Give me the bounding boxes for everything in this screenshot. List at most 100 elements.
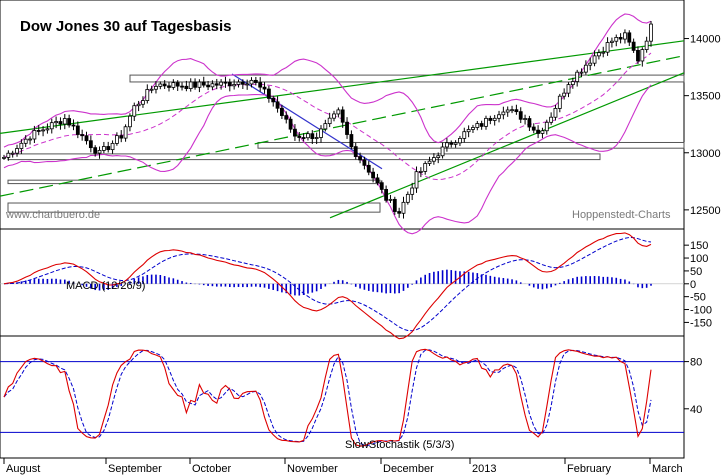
candle-body: [41, 129, 45, 132]
candle-body: [23, 138, 28, 144]
candle-body: [453, 142, 458, 145]
candle-body: [36, 130, 41, 132]
candle-body: [471, 127, 475, 130]
candle-body: [240, 81, 245, 85]
candle-body: [188, 81, 193, 89]
candle-body: [588, 62, 593, 66]
candle-body: [527, 118, 532, 128]
candle-body: [549, 116, 554, 123]
candle-body: [562, 92, 567, 97]
candle-body: [640, 49, 645, 62]
candle-body: [423, 163, 428, 172]
watermark-right: Hoppenstedt-Charts: [572, 209, 671, 221]
bollinger-middle: [3, 52, 652, 181]
candle-body: [544, 121, 549, 132]
month-label: September: [108, 463, 162, 475]
candle-body: [627, 32, 632, 43]
candle-body: [384, 189, 389, 201]
month-label: November: [287, 463, 338, 475]
macd-label: MACD (12/26/9): [66, 280, 145, 292]
candle-body: [610, 40, 614, 43]
candle-body: [575, 71, 580, 82]
candle-body: [353, 146, 358, 157]
candle-body: [592, 55, 597, 64]
candle-body: [19, 142, 24, 149]
candle-body: [271, 98, 276, 103]
candle-body: [136, 103, 141, 107]
candle-body: [262, 86, 267, 90]
candle-body: [379, 182, 384, 190]
candle-body: [180, 85, 184, 88]
candle-body: [557, 95, 562, 109]
candle-body: [414, 171, 419, 189]
candle-body: [123, 126, 128, 139]
candle-body: [75, 125, 80, 135]
candle-body: [214, 83, 219, 86]
candle-body: [206, 84, 210, 88]
support-zone-4: [7, 202, 381, 213]
candle-body: [427, 160, 432, 164]
candle-body: [631, 41, 636, 51]
candle-body: [319, 128, 323, 138]
bollinger-upper: [3, 13, 652, 148]
candle-body: [97, 149, 102, 154]
candle-body: [601, 51, 606, 54]
candle-body: [531, 126, 536, 131]
candle-body: [397, 211, 402, 214]
candle-body: [614, 36, 619, 42]
candle-body: [154, 85, 158, 90]
candle-body: [253, 79, 258, 83]
candle-body: [201, 81, 206, 86]
candle-body: [219, 81, 224, 86]
candle-body: [388, 198, 393, 201]
candle-body: [371, 171, 375, 179]
trend-line-dashed: [0, 55, 685, 197]
candle-body: [62, 118, 67, 125]
candle-body: [458, 137, 462, 144]
candle-body: [418, 170, 423, 173]
candle-body: [596, 52, 601, 57]
candle-body: [301, 137, 306, 139]
stoch-d-line: [3, 349, 652, 447]
candle-body: [245, 83, 250, 86]
candle-body: [184, 85, 189, 89]
month-label: December: [383, 463, 434, 475]
candle-body: [345, 121, 349, 135]
candle-body: [327, 117, 332, 125]
axes-layer: 12500 13000 13500 14000 150100500-50-100-150…: [3, 34, 721, 475]
macd-tick-label: 50: [690, 266, 702, 278]
macd-layer: [0, 232, 684, 340]
candle-body: [649, 23, 653, 42]
candle-body: [293, 128, 297, 137]
stoch-tick-label: 80: [690, 357, 702, 369]
candle-body: [132, 105, 137, 117]
candle-body: [405, 193, 410, 203]
candle-body: [210, 83, 215, 88]
candle-body: [579, 71, 584, 74]
candle-body: [114, 135, 119, 144]
candle-body: [605, 42, 610, 53]
candle-body: [275, 101, 280, 109]
month-label: August: [6, 463, 40, 475]
candle-body: [266, 88, 271, 99]
support-zone-1: [257, 141, 685, 149]
candle-body: [518, 111, 523, 120]
candle-body: [119, 135, 124, 139]
candle-body: [128, 115, 132, 128]
candle-body: [249, 79, 254, 85]
candle-body: [93, 147, 98, 154]
candle-body: [445, 142, 449, 148]
macd-tick-label: -150: [690, 317, 712, 329]
macd-signal-line: [3, 236, 652, 332]
candle-body: [28, 138, 32, 141]
candle-body: [505, 109, 510, 113]
candle-body: [149, 88, 154, 91]
candle-body: [71, 124, 76, 127]
candle-body: [392, 198, 397, 212]
macd-tick-label: -50: [690, 292, 706, 304]
support-zone-3: [7, 179, 381, 185]
candle-body: [618, 36, 623, 40]
month-label: 2013: [472, 463, 496, 475]
candle-body: [462, 131, 467, 139]
candle-body: [492, 117, 497, 121]
